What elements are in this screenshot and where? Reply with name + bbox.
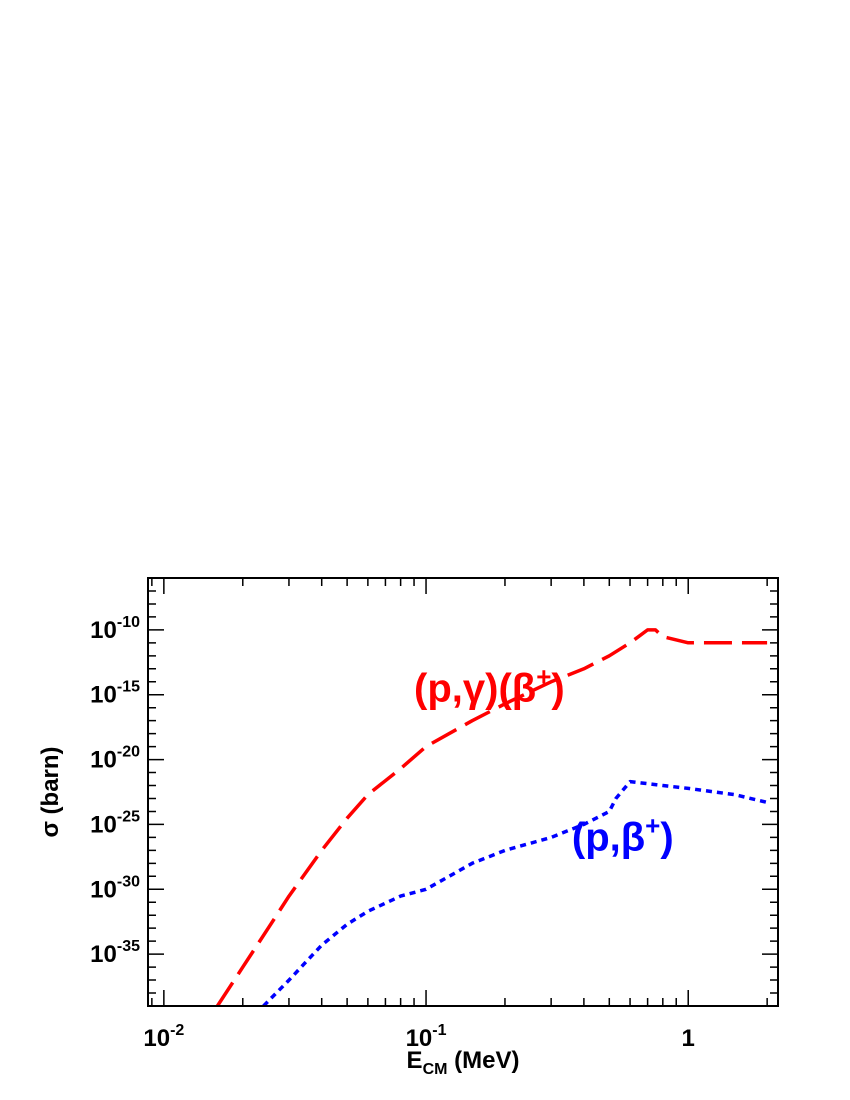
y-tick-label: 10-20: [90, 744, 140, 774]
y-tick-base: 10: [90, 811, 117, 838]
y-tick-exp: -20: [117, 744, 140, 761]
y-tick-base: 10: [90, 682, 117, 709]
x-tick-exp: -2: [170, 1022, 184, 1039]
series-label-0: (p,γ)(β+): [414, 662, 565, 711]
x-tick-base: 10: [406, 1025, 433, 1052]
series-line-0: [215, 628, 768, 1006]
y-tick-exp: -10: [117, 614, 140, 631]
y-axis-title: σ (barn): [37, 746, 64, 837]
x-tick-label: 10-2: [143, 1022, 184, 1052]
y-tick-label: 10-15: [90, 679, 140, 709]
y-tick-exp: -35: [117, 938, 140, 955]
labels-layer: (p,γ)(β+) (p,β+): [414, 662, 674, 860]
y-tick-label: 10-25: [90, 808, 140, 838]
series-label-1: (p,β+): [572, 810, 674, 859]
x-axis-title-rest: (MeV): [447, 1047, 519, 1074]
series-layer: [215, 628, 768, 1006]
y-tick-base: 10: [90, 941, 117, 968]
x-tick-label: 1: [682, 1025, 695, 1052]
y-tick-base: 10: [90, 617, 117, 644]
x-axis-title-sub: CM: [423, 1061, 448, 1078]
x-tick-exp: -1: [432, 1022, 446, 1039]
y-tick-label: 10-10: [90, 614, 140, 644]
plot-frame: [147, 577, 779, 1007]
y-tick-label: 10-30: [90, 873, 140, 903]
x-tick-base: 10: [143, 1025, 170, 1052]
y-tick-exp: -25: [117, 808, 140, 825]
y-tick-label: 10-35: [90, 938, 140, 968]
y-tick-base: 10: [90, 876, 117, 903]
y-tick-base: 10: [90, 747, 117, 774]
y-tick-exp: -15: [117, 679, 140, 696]
x-tick-label: 10-1: [406, 1022, 447, 1052]
series-line-1: [262, 779, 768, 1006]
x-axis-title-main: E: [407, 1047, 423, 1074]
x-tick-base: 1: [682, 1025, 695, 1052]
x-axis-title: ECM (MeV): [407, 1047, 520, 1078]
y-tick-exp: -30: [117, 873, 140, 890]
